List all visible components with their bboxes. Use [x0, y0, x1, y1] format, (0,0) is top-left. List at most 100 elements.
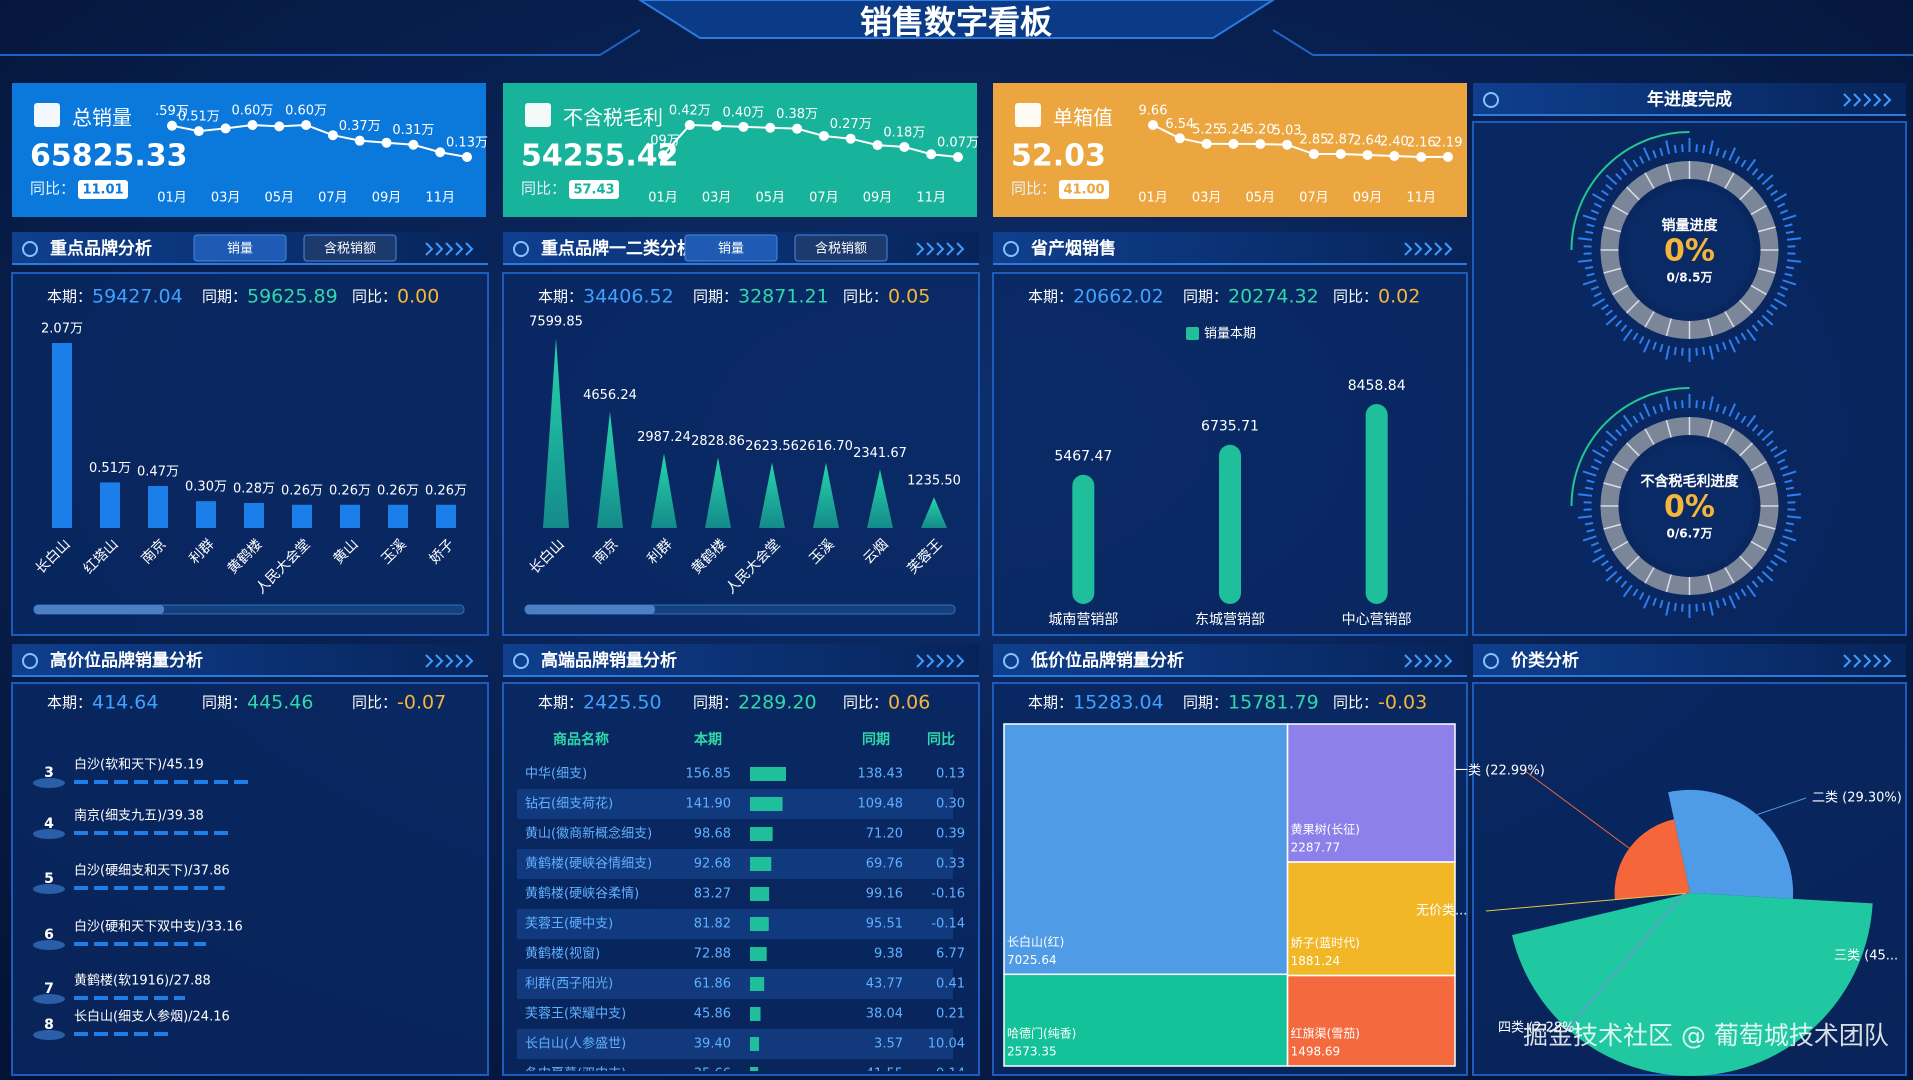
bar-value-label: 2987.24 [637, 430, 691, 445]
spark-value-label: 0.40万 [722, 105, 764, 120]
stat-label: 同比： [1333, 288, 1378, 306]
gauge-tick [1665, 345, 1671, 360]
panel-tab-label[interactable]: 含税销额 [815, 241, 867, 257]
spark-dot [872, 140, 883, 151]
panel-icon [22, 653, 38, 669]
panel-tab-label[interactable]: 销量 [227, 242, 253, 257]
gauge-divider [1707, 574, 1714, 593]
gauge-tick [1615, 429, 1623, 437]
rank-label: 南京(细支九五)/39.38 [74, 808, 204, 824]
spark-value-label: 9.66 [1139, 104, 1168, 119]
table-cell: 0.30 [936, 797, 965, 812]
gauge-label: 不含税毛利进度 [1641, 473, 1740, 490]
gauge-tick [1632, 159, 1639, 168]
stat-value: 59427.04 [92, 286, 183, 308]
table-cell: 83.27 [694, 887, 731, 902]
gauge-divider [1724, 311, 1735, 328]
gauge-tick [1593, 458, 1602, 464]
panel-tab[interactable] [684, 234, 778, 262]
table-cell: 109.48 [858, 797, 904, 812]
triangle-bar [813, 462, 839, 528]
table-cell: 10.04 [928, 1037, 965, 1052]
table-bar [750, 977, 765, 991]
spark-value-label: 0.07万 [937, 136, 979, 151]
table-bar [750, 917, 769, 931]
panel-tab-label[interactable]: 含税销额 [324, 241, 376, 257]
kpi-yoy-badge [78, 180, 128, 199]
gauge-tick [1605, 565, 1613, 573]
panel-chevrons [1843, 654, 1892, 668]
table-bar [750, 1067, 759, 1071]
panel-title: 重点品牌一二类分析 [541, 238, 694, 259]
gauge-tick [1578, 237, 1593, 241]
table-row-bg [517, 969, 953, 999]
kpi-yoy: 57.43 [573, 183, 614, 198]
table-cell: 中华(细支) [525, 767, 587, 782]
gauge-tick [1665, 140, 1671, 155]
gauge-outer-arc [1570, 387, 1690, 507]
table-cell: 138.43 [858, 767, 904, 782]
panel-chevrons [916, 242, 965, 256]
gauge-tick [1652, 150, 1657, 159]
panel-tab[interactable] [193, 234, 287, 262]
bar-value-label: 2828.86 [691, 434, 745, 449]
spark-dot [301, 120, 312, 130]
gauge-tick [1638, 336, 1645, 345]
treemap-value: 2573.35 [1007, 1045, 1057, 1059]
gauge-tick [1632, 332, 1639, 341]
panel-chevrons [1843, 93, 1892, 107]
gauge-tick [1582, 535, 1597, 542]
kpi-icon [1015, 103, 1041, 127]
gauge-tick [1586, 479, 1595, 484]
stat-value: -0.03 [1378, 692, 1427, 714]
panel-tab-label[interactable]: 销量 [718, 242, 744, 257]
spark-month: 05月 [264, 191, 294, 206]
gauge-tick [1777, 292, 1786, 298]
stat-value: 2289.20 [738, 692, 817, 714]
rank-base [33, 1030, 65, 1040]
gauge-tick [1592, 193, 1606, 202]
spark-dot [193, 126, 204, 137]
gauge-tick [1584, 266, 1594, 270]
gauge-tick [1584, 230, 1594, 234]
scrollbar-thumb[interactable] [525, 605, 655, 614]
gauge-tick [1715, 599, 1720, 609]
panel-icon [1003, 653, 1019, 669]
gauge-tick [1722, 341, 1727, 350]
gauge-divider [1644, 172, 1655, 189]
rank-base [33, 994, 65, 1004]
triangle-bar [705, 457, 731, 528]
spark-dot [658, 150, 668, 161]
spark-month: 07月 [318, 191, 348, 206]
bar-value-label: 7599.85 [529, 315, 583, 330]
table-cell: 156.85 [686, 767, 732, 782]
kpi-yoy-label: 同比： [1011, 180, 1056, 198]
treemap-name: 娇子(蓝时代) [1291, 936, 1360, 950]
gauge-tick [1643, 147, 1651, 161]
panel-tab[interactable] [794, 234, 888, 262]
gauge-divider [1724, 567, 1735, 584]
gauge-tick [1622, 584, 1633, 598]
gauge-tick [1770, 303, 1778, 311]
spark-value-label: 0.60万 [285, 104, 327, 119]
spark-dot [792, 123, 803, 134]
gauge-tick [1773, 298, 1787, 307]
spark-dot [765, 122, 776, 133]
bar [196, 501, 216, 528]
table-cell: 0.21 [936, 1007, 965, 1022]
gauge-divider [1750, 540, 1767, 552]
scrollbar-thumb[interactable] [34, 605, 164, 614]
gauge-tick [1605, 439, 1613, 447]
spark-month: 03月 [211, 191, 241, 206]
gauge-divider [1707, 419, 1714, 438]
spark-dot [1282, 139, 1293, 150]
rose-leader [1524, 770, 1630, 849]
spark-dot [327, 130, 338, 141]
gauge-tick [1708, 396, 1714, 411]
gauge-tick [1632, 415, 1639, 424]
triangle-bar [867, 469, 893, 528]
gauge-tick [1756, 173, 1764, 181]
spark-month: 05月 [1245, 191, 1275, 206]
gauge-tick [1638, 155, 1645, 164]
panel-tab[interactable] [303, 234, 397, 262]
